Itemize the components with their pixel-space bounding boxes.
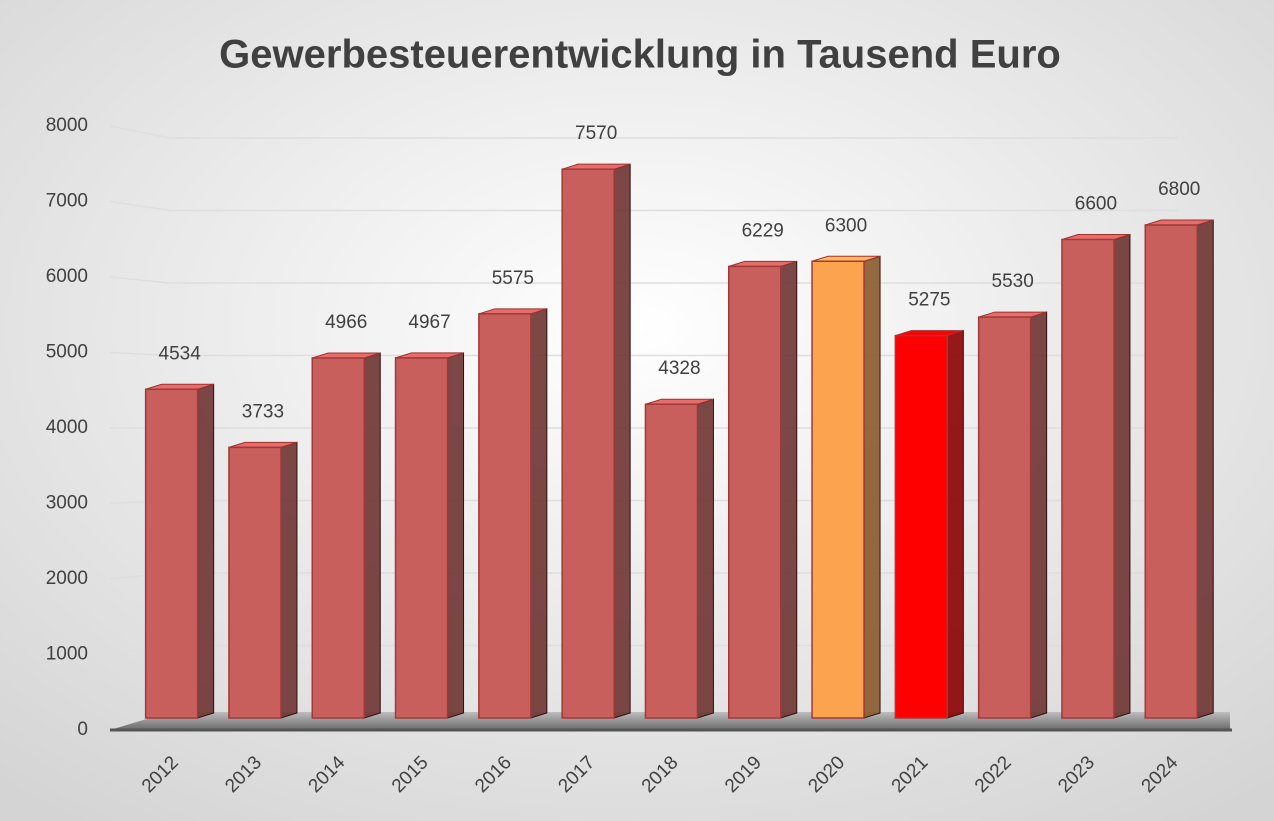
bar-side xyxy=(363,352,381,719)
bar xyxy=(311,357,365,719)
data-label: 6229 xyxy=(742,220,784,241)
bar xyxy=(561,168,615,719)
bar xyxy=(394,357,449,719)
bar-side xyxy=(447,352,465,719)
bar xyxy=(728,265,782,719)
bar xyxy=(1061,238,1115,719)
y-tick-label: 6000 xyxy=(46,266,88,287)
y-tick-label: 1000 xyxy=(46,644,88,665)
data-label: 6800 xyxy=(1158,179,1200,200)
y-tick-label: 4000 xyxy=(46,417,88,438)
data-label: 4966 xyxy=(325,312,367,333)
data-label: 5530 xyxy=(992,271,1034,292)
grid-line xyxy=(109,125,1178,139)
bar xyxy=(1144,224,1198,719)
data-label: 4328 xyxy=(658,358,700,379)
chart-title: Gewerbesteuerentwicklung in Tausend Euro xyxy=(219,33,1061,77)
bar xyxy=(811,260,865,719)
bar-side xyxy=(530,308,548,719)
y-tick-label: 0 xyxy=(77,719,88,740)
bar-side xyxy=(780,260,798,719)
data-label: 6600 xyxy=(1075,194,1117,215)
bar xyxy=(228,446,282,719)
data-label: 6300 xyxy=(825,215,867,236)
data-label: 5575 xyxy=(492,268,534,289)
y-tick-label: 3000 xyxy=(46,493,88,514)
bar-side xyxy=(696,398,714,719)
y-tick-label: 8000 xyxy=(46,115,88,136)
data-label: 3733 xyxy=(242,401,284,422)
grid-line xyxy=(109,200,1178,212)
data-label: 5275 xyxy=(908,290,950,311)
bar-side xyxy=(863,255,881,719)
bar-side xyxy=(1030,311,1048,719)
bar xyxy=(478,313,532,719)
bar-side xyxy=(197,383,215,719)
bar xyxy=(977,316,1032,719)
y-tick-label: 5000 xyxy=(46,342,88,363)
bar xyxy=(644,403,699,719)
bar xyxy=(144,388,199,719)
bar-side xyxy=(613,163,631,719)
bar xyxy=(894,334,949,719)
bar-side xyxy=(1113,233,1131,719)
bar-side xyxy=(946,329,964,719)
data-label: 4967 xyxy=(408,312,450,333)
bar-side xyxy=(1196,219,1214,719)
bar-side xyxy=(280,441,298,719)
data-label: 7570 xyxy=(575,123,617,144)
y-tick-label: 7000 xyxy=(46,191,88,212)
data-label: 4534 xyxy=(159,343,202,364)
y-tick-label: 2000 xyxy=(46,568,88,589)
